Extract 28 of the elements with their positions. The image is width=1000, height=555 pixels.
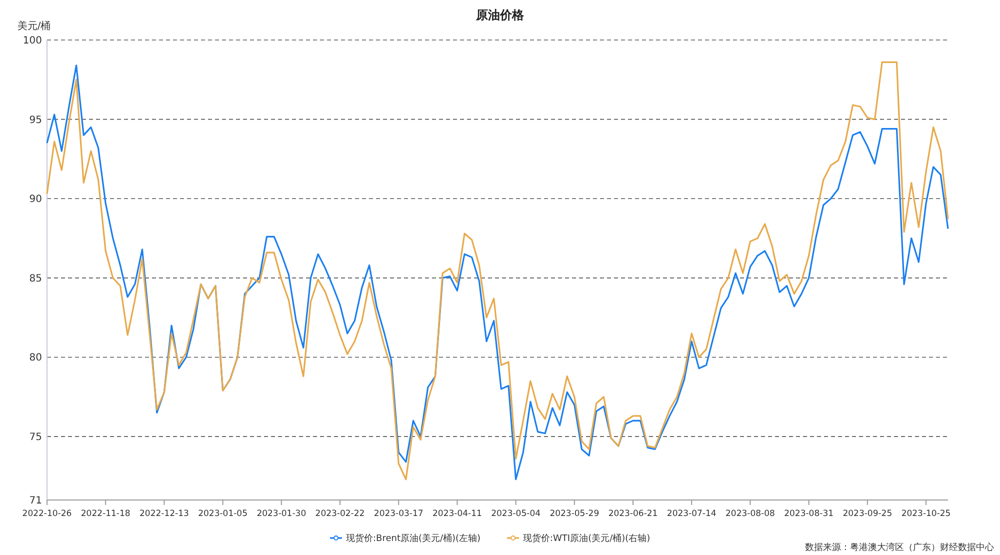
legend-label: 现货价:Brent原油(美元/桶)(左轴) [346,533,481,544]
x-tick-label: 2022-11-18 [80,509,130,519]
x-tick-label: 2023-06-21 [608,509,658,519]
y-tick-label: 95 [29,114,42,126]
y-tick-label: 80 [29,352,42,364]
x-tick-label: 2023-08-31 [784,509,834,519]
x-tick-label: 2023-08-08 [726,509,775,519]
x-tick-label: 2023-09-25 [842,509,892,519]
x-tick-label: 2023-05-29 [550,509,600,519]
y-tick-label: 90 [29,194,42,206]
y-tick-label: 85 [29,273,42,284]
x-tick-label: 2023-10-25 [901,509,951,519]
x-tick-label: 2023-04-11 [432,509,482,519]
legend-label: 现货价:WTI原油(美元/桶)(右轴) [523,533,650,544]
chart-title: 原油价格 [475,8,525,22]
x-tick-label: 2022-10-26 [22,509,72,519]
x-tick-label: 2023-05-04 [491,509,541,519]
x-tick-label: 2023-02-22 [315,509,365,519]
x-tick-label: 2023-03-17 [374,509,424,519]
x-tick-label: 2023-01-30 [256,509,306,519]
x-tick-label: 2023-07-14 [666,509,716,519]
x-tick-label: 2023-01-05 [198,509,248,519]
y-tick-label: 75 [29,432,42,444]
y-tick-label: 100 [22,36,42,46]
y-tick-label: 71 [29,496,42,506]
y-axis-title: 美元/桶 [17,20,51,32]
source-note: 数据来源：粤港澳大湾区（广东）财经数据中心 [805,542,994,553]
x-tick-label: 2022-12-13 [140,509,189,519]
